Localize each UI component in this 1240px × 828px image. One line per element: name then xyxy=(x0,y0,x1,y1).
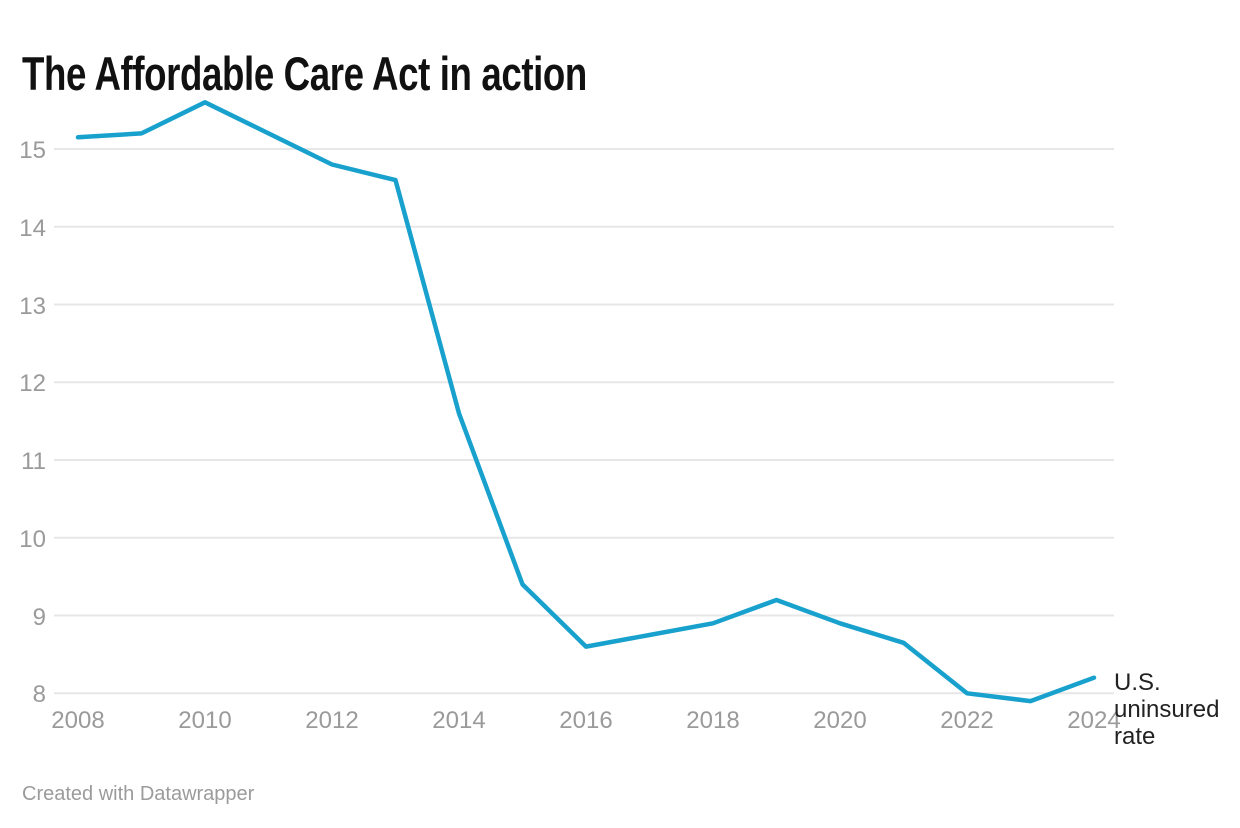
x-axis-tick-label: 2010 xyxy=(178,707,232,734)
x-axis-tick-label: 2016 xyxy=(559,707,613,734)
x-axis-tick-label: 2024 xyxy=(1067,707,1121,734)
datawrapper-attribution-link[interactable]: Created with Datawrapper xyxy=(22,783,255,805)
y-axis-tick-label: 10 xyxy=(19,525,46,553)
x-axis-tick-label: 2018 xyxy=(686,707,740,734)
uninsured-rate-line xyxy=(75,100,1097,704)
y-axis-tick-label: 8 xyxy=(32,681,46,709)
y-axis-tick-label: 14 xyxy=(19,214,46,242)
x-axis-tick-label: 2014 xyxy=(432,707,486,734)
y-axis-tick-label: 13 xyxy=(19,292,46,320)
y-axis-tick-label: 9 xyxy=(32,603,46,631)
y-axis-tick-label: 11 xyxy=(21,448,46,476)
x-axis-tick-label: 2008 xyxy=(51,707,105,734)
y-axis-tick-label: 15 xyxy=(19,136,46,164)
x-axis-tick-label: 2012 xyxy=(305,707,359,734)
y-axis-tick-label: 12 xyxy=(19,370,46,398)
chart-title: The Affordable Care Act in action xyxy=(22,47,587,101)
series-label-annotation: U.S. uninsured rate xyxy=(1114,669,1220,750)
x-axis-tick-label: 2020 xyxy=(813,707,867,734)
x-axis-tick-label: 2022 xyxy=(940,707,994,734)
